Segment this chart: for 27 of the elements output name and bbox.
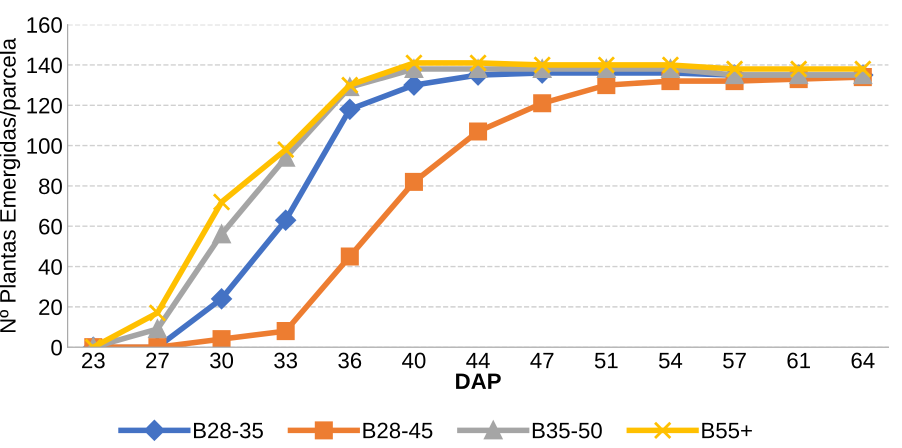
x-tick-label: 27 (146, 352, 169, 368)
y-tick-label: 120 (27, 98, 62, 114)
x-tick-label: 51 (594, 352, 618, 368)
y-tick-label: 40 (38, 259, 62, 275)
y-tick-label: 140 (27, 57, 62, 74)
x-tick-label: 54 (658, 352, 682, 368)
x-tick-label: 57 (723, 352, 746, 368)
x-tick-label: 64 (852, 352, 875, 368)
y-tick-label: 160 (27, 17, 62, 33)
legend-label: B55+ (702, 422, 752, 438)
x-tick-label: 36 (338, 352, 362, 368)
x-tick-label: 61 (787, 352, 810, 368)
x-tick-label: 44 (466, 352, 490, 368)
x-tick-label: 33 (274, 352, 298, 368)
legend-label: B28-35 (194, 422, 263, 438)
x-tick-label: 30 (210, 352, 234, 368)
y-tick-label: 100 (27, 138, 62, 154)
legend-label: B35-50 (532, 422, 602, 438)
y-tick-label: 0 (51, 340, 62, 356)
x-tick-label: 23 (82, 352, 105, 368)
x-tick-label: 47 (530, 352, 554, 368)
legend-label: B28-45 (363, 422, 432, 438)
y-tick-label: 60 (39, 218, 62, 235)
x-tick-label: 40 (402, 352, 426, 368)
x-axis-title: DAP (456, 374, 501, 389)
y-tick-label: 20 (39, 299, 62, 316)
y-tick-label: 80 (39, 178, 62, 194)
